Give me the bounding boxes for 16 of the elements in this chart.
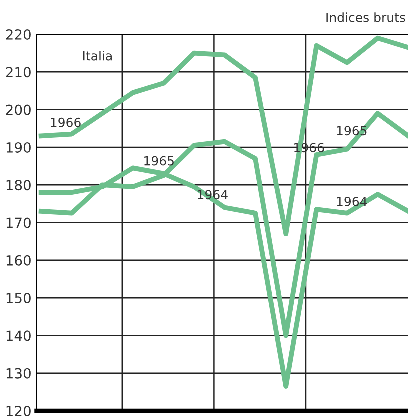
y-tick-label: 190: [6, 142, 31, 153]
y-tick-label: 210: [6, 67, 31, 78]
y-tick-label: 180: [6, 180, 31, 191]
y-tick-label: 150: [6, 293, 31, 304]
y-tick-label: 170: [6, 218, 31, 228]
series-label: 1965: [144, 156, 174, 166]
y-tick-label: 120: [6, 406, 31, 416]
line-series: [38, 36, 408, 236]
y-tick-label: 130: [6, 368, 31, 379]
y-tick-label: 160: [6, 255, 31, 266]
y-tick-label: 200: [6, 104, 31, 116]
y-tick-label: 140: [6, 330, 31, 342]
chart-subtitle: Indices bruts: [326, 12, 406, 22]
y-tick-label: 220: [6, 29, 31, 40]
series-label: 1966: [51, 118, 81, 128]
text: Italia: [83, 51, 112, 61]
